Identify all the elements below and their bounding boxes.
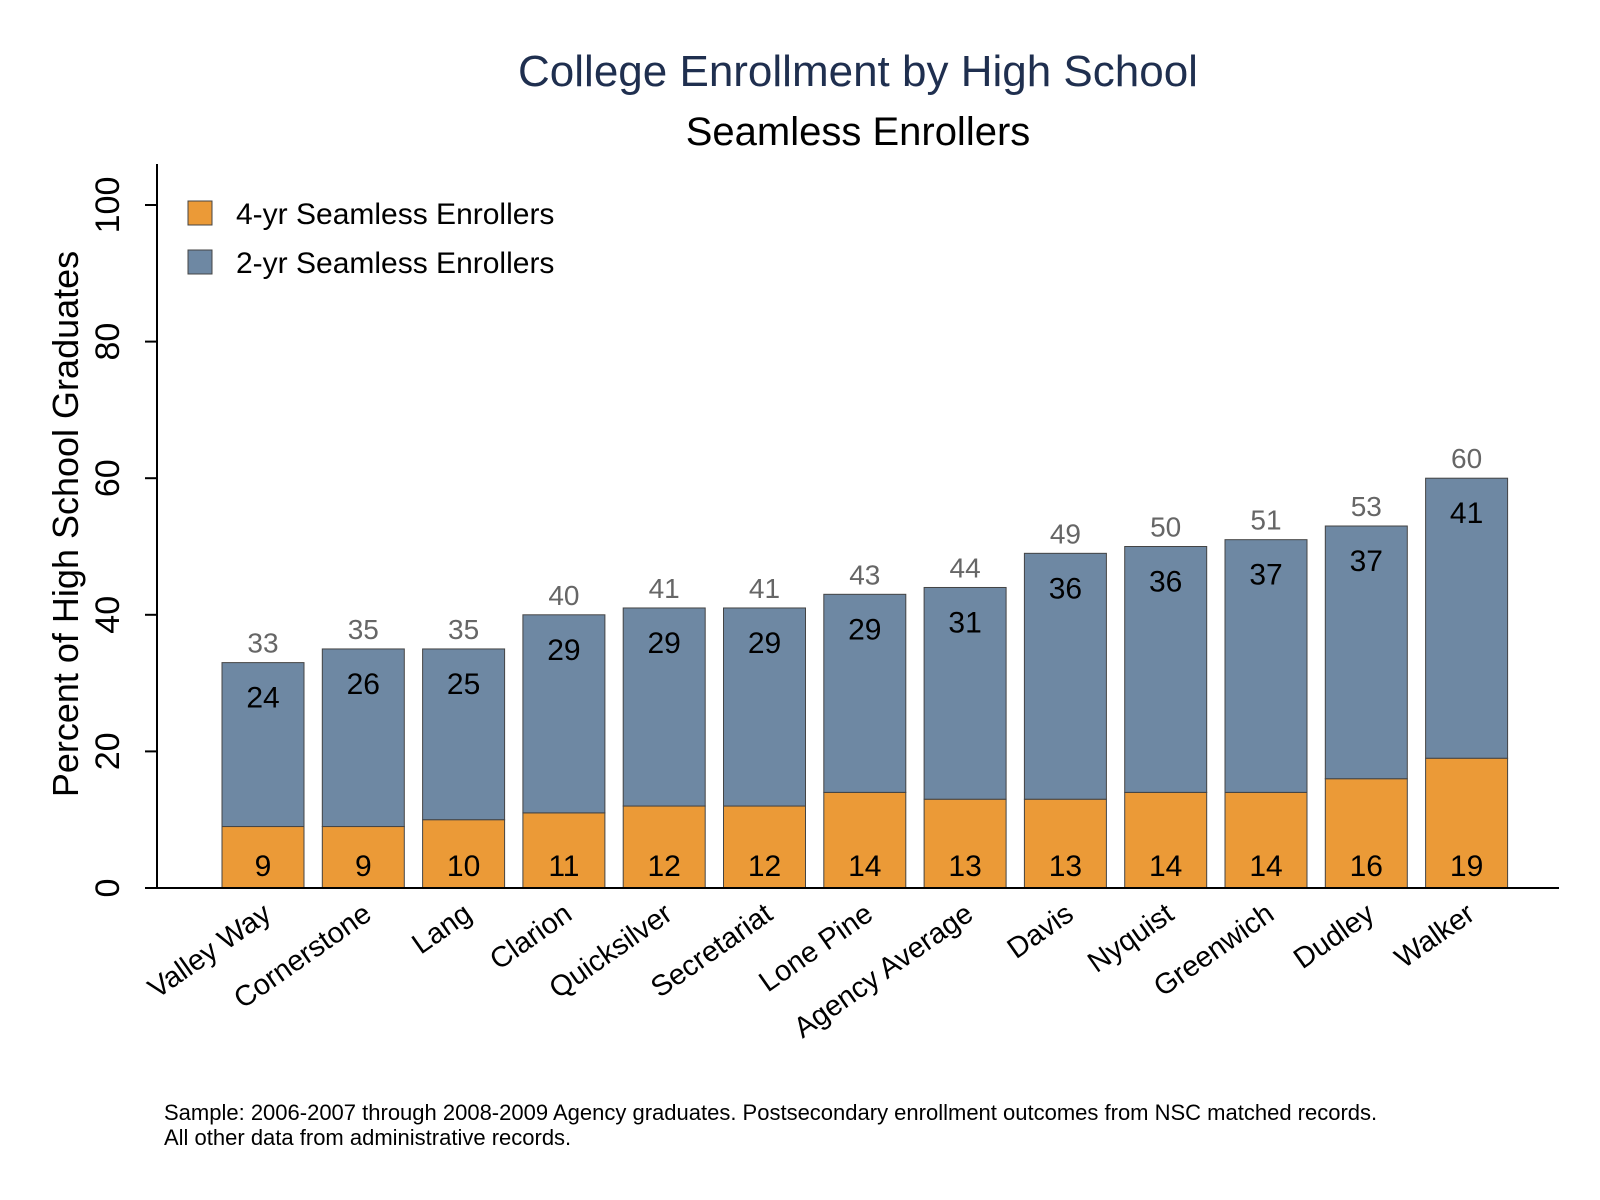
y-axis-label: Percent of High School Graduates	[45, 251, 86, 797]
data-label-total: 49	[1050, 518, 1081, 549]
legend-swatch-4yr	[187, 200, 213, 226]
x-tick-label: Dudley	[1288, 897, 1381, 975]
data-label-total: 53	[1351, 491, 1382, 522]
data-label-4yr: 19	[1450, 850, 1483, 883]
bar-segment-2yr	[1324, 525, 1408, 780]
bar-segment-4yr	[522, 812, 606, 889]
legend: 4-yr Seamless Enrollers 2-yr Seamless Enr…	[187, 198, 554, 280]
bar-segment-2yr	[422, 648, 506, 821]
data-label-2yr: 29	[547, 634, 580, 667]
bar-segment-4yr	[1224, 791, 1308, 889]
data-label-total: 50	[1150, 512, 1181, 543]
bar-segment-4yr	[1124, 791, 1208, 889]
data-label-4yr: 14	[1149, 850, 1182, 883]
x-tick-label: Davis	[1002, 898, 1080, 966]
data-label-2yr: 36	[1049, 572, 1082, 605]
data-label-2yr: 26	[347, 668, 380, 701]
data-label-2yr: 29	[748, 627, 781, 660]
data-label-4yr: 12	[748, 850, 781, 883]
y-tick-label: 20	[89, 732, 127, 770]
bar-segment-4yr	[1425, 757, 1509, 889]
data-label-total: 60	[1451, 443, 1482, 474]
bar-segment-4yr	[1023, 798, 1107, 889]
bar-segment-2yr	[1425, 477, 1509, 759]
data-label-4yr: 12	[648, 850, 681, 883]
data-label-total: 35	[448, 614, 479, 645]
bar-segment-4yr	[422, 819, 506, 889]
bar-segment-2yr	[622, 607, 706, 807]
bar-segment-4yr	[723, 805, 806, 889]
bar-segment-4yr	[923, 798, 1007, 889]
legend-swatch-2yr	[187, 249, 213, 275]
chart-subtitle: Seamless Enrollers	[686, 110, 1031, 154]
bar-segment-2yr	[823, 593, 907, 793]
data-label-2yr: 41	[1450, 497, 1483, 530]
data-label-2yr: 36	[1149, 566, 1182, 599]
data-label-2yr: 25	[447, 668, 480, 701]
bar-segment-2yr	[1224, 539, 1308, 793]
data-label-2yr: 31	[948, 606, 981, 639]
y-axis: 0 20 40 60 80 100	[89, 164, 158, 898]
bars-group: 9 24 33 9 26 35 10 25 35 11 29 40 12 29 41 12 29 41 14 29 43…	[221, 443, 1509, 889]
data-label-total: 51	[1250, 505, 1281, 536]
data-label-4yr: 16	[1350, 850, 1383, 883]
y-tick-label: 0	[89, 879, 127, 898]
data-label-total: 35	[348, 614, 379, 645]
chart-title: College Enrollment by High School	[518, 47, 1198, 96]
footnote-line-1: Sample: 2006-2007 through 2008-2009 Agen…	[164, 1100, 1377, 1125]
y-tick-label: 100	[89, 177, 127, 234]
data-label-4yr: 13	[948, 850, 981, 883]
bar-segment-4yr	[321, 826, 405, 889]
bar-segment-2yr	[321, 648, 405, 828]
data-label-2yr: 37	[1249, 559, 1282, 592]
data-label-4yr: 9	[355, 850, 372, 883]
data-label-4yr: 13	[1049, 850, 1082, 883]
data-label-4yr: 9	[255, 850, 272, 883]
bar-segment-2yr	[1023, 552, 1107, 800]
data-label-total: 40	[548, 580, 579, 611]
y-tick-label: 40	[89, 596, 127, 634]
legend-label-4yr: 4-yr Seamless Enrollers	[236, 198, 554, 231]
data-label-total: 43	[849, 559, 880, 590]
data-label-total: 41	[749, 573, 780, 604]
data-label-2yr: 24	[246, 682, 279, 715]
bar-segment-4yr	[1324, 778, 1408, 889]
footnote-line-2: All other data from administrative recor…	[164, 1125, 571, 1150]
bar-segment-4yr	[823, 791, 907, 889]
x-tick-label: Agency Average	[788, 898, 979, 1045]
data-label-total: 41	[649, 573, 680, 604]
data-label-4yr: 11	[548, 850, 579, 883]
data-label-2yr: 29	[848, 613, 881, 646]
data-label-2yr: 37	[1350, 545, 1383, 578]
bar-segment-2yr	[221, 662, 305, 828]
x-tick-label: Lang	[406, 898, 477, 961]
data-label-4yr: 14	[848, 850, 881, 883]
data-label-total: 33	[247, 628, 278, 659]
legend-label-2yr: 2-yr Seamless Enrollers	[236, 247, 554, 280]
data-label-total: 44	[950, 552, 981, 583]
data-label-2yr: 29	[648, 627, 681, 660]
data-label-4yr: 14	[1249, 850, 1282, 883]
y-tick-label: 80	[89, 323, 127, 361]
bar-segment-2yr	[723, 607, 806, 807]
data-label-4yr: 10	[447, 850, 480, 883]
x-tick-label: Walker	[1389, 897, 1481, 975]
bar-segment-2yr	[522, 614, 606, 814]
y-tick-label: 60	[89, 459, 127, 497]
bar-segment-2yr	[1124, 546, 1208, 793]
bar-segment-2yr	[923, 586, 1007, 800]
